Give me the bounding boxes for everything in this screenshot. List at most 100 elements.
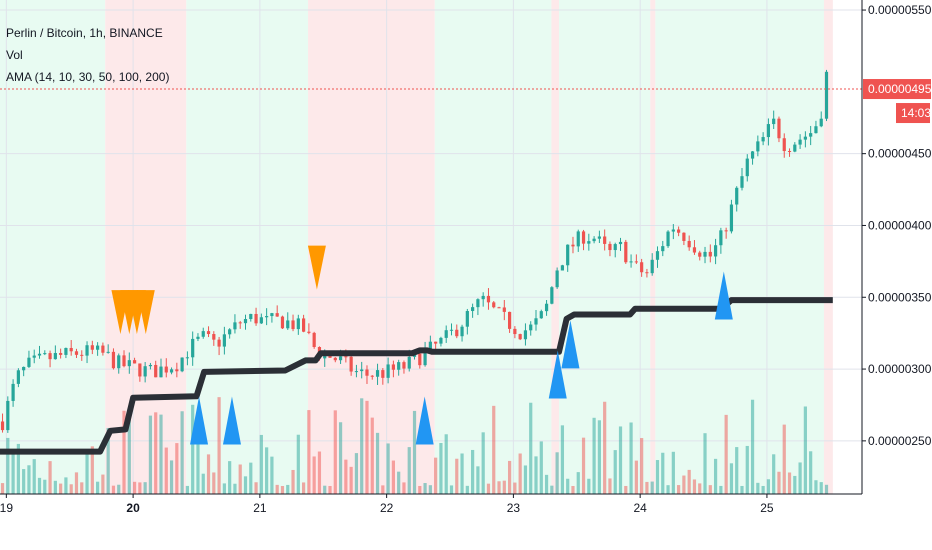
- volume-bar: [523, 465, 528, 494]
- candle-body: [513, 328, 517, 335]
- volume-bar: [164, 447, 168, 494]
- volume-bar: [618, 426, 623, 494]
- candle-body: [787, 151, 792, 153]
- volume-bar: [148, 415, 153, 494]
- candle-body: [492, 302, 496, 308]
- candle-body: [206, 331, 211, 335]
- countdown-box: [896, 103, 930, 124]
- candle-body: [560, 265, 565, 271]
- volume-bar: [729, 463, 734, 494]
- candle-body: [745, 158, 749, 177]
- candle-body: [555, 270, 559, 288]
- volume-bar: [809, 451, 813, 494]
- volume-bar: [740, 485, 744, 494]
- volume-bar: [127, 413, 131, 494]
- volume-bar: [587, 478, 591, 494]
- volume-bar: [196, 441, 200, 494]
- volume-bar: [228, 461, 232, 494]
- volume-bar: [439, 442, 443, 494]
- candle-body: [249, 313, 253, 320]
- candle-body: [534, 318, 538, 325]
- candle-body: [191, 338, 195, 358]
- volume-bar: [365, 400, 369, 494]
- buy-marker-3: [548, 350, 567, 399]
- candle-body: [650, 259, 654, 274]
- regime-band-7: [650, 0, 656, 494]
- candle-body: [666, 231, 670, 247]
- volume-bar: [323, 485, 327, 494]
- buy-marker-4: [561, 320, 580, 369]
- candle-body: [661, 246, 665, 252]
- candle-body: [402, 362, 406, 369]
- volume-bar: [32, 459, 36, 494]
- volume-bar: [0, 483, 5, 494]
- volume-bar: [90, 446, 94, 494]
- volume-bar: [43, 479, 47, 494]
- candle-body: [59, 352, 63, 355]
- candle-body: [381, 370, 385, 378]
- candle-body: [544, 303, 549, 312]
- volume-bar: [386, 443, 390, 494]
- volume-bar: [59, 483, 63, 494]
- candle-body: [455, 329, 459, 337]
- volume-bar: [154, 412, 158, 494]
- candle-body: [338, 356, 343, 361]
- volume-bar: [560, 425, 565, 494]
- candle-body: [280, 316, 285, 329]
- volume-bar: [539, 441, 543, 494]
- ama-line: [0, 297, 833, 455]
- volume-bar: [682, 475, 686, 494]
- price-tag-value: 0.00000495: [868, 82, 932, 96]
- candle-body: [766, 124, 771, 138]
- volume-bar: [423, 483, 427, 494]
- candle-body: [80, 354, 84, 356]
- volume-bar: [703, 433, 707, 494]
- candle-body: [576, 231, 580, 247]
- volume-bar: [719, 485, 723, 494]
- candle-body: [529, 324, 533, 331]
- candle-body: [53, 352, 57, 360]
- candle-body: [196, 336, 200, 339]
- volume-bar: [444, 434, 448, 494]
- volume-bar: [724, 414, 728, 494]
- candle-body: [692, 247, 697, 253]
- volume-bar: [793, 475, 797, 494]
- candle-body: [629, 261, 633, 263]
- candle-body: [270, 313, 274, 317]
- candle-body: [302, 318, 306, 332]
- x-tick-label: 21: [253, 501, 267, 515]
- buy-marker-2: [415, 396, 434, 445]
- volume-bar: [613, 450, 617, 494]
- candle-body: [154, 364, 158, 378]
- candle-body: [444, 330, 448, 338]
- volume-bar: [206, 454, 211, 494]
- candle-body: [703, 251, 707, 257]
- candle-body: [613, 244, 617, 251]
- candle-body: [713, 245, 718, 257]
- volume-bar: [418, 485, 422, 494]
- volume-bar: [360, 398, 364, 494]
- candle-body: [90, 345, 94, 350]
- volume-bar: [381, 485, 385, 494]
- candle-body: [608, 243, 612, 251]
- candle-body: [365, 369, 369, 376]
- volume-bar: [402, 482, 406, 494]
- volume-bar: [64, 477, 68, 494]
- volume-bar: [328, 485, 332, 494]
- volume-bar: [677, 485, 681, 494]
- candle-body: [719, 230, 723, 246]
- candle-body: [349, 356, 353, 372]
- candle-body: [164, 366, 168, 373]
- candle-body: [64, 347, 68, 355]
- candle-body: [96, 345, 100, 350]
- candle-body: [386, 364, 390, 378]
- candle-body: [566, 244, 570, 266]
- volume-bar: [286, 484, 290, 494]
- volume-bar: [576, 472, 580, 494]
- candle-body: [143, 366, 147, 377]
- candle-body: [518, 334, 522, 340]
- candle-body: [132, 360, 137, 364]
- volume-bar: [592, 417, 596, 494]
- volume-bar: [465, 485, 469, 494]
- volume-bar: [476, 466, 480, 494]
